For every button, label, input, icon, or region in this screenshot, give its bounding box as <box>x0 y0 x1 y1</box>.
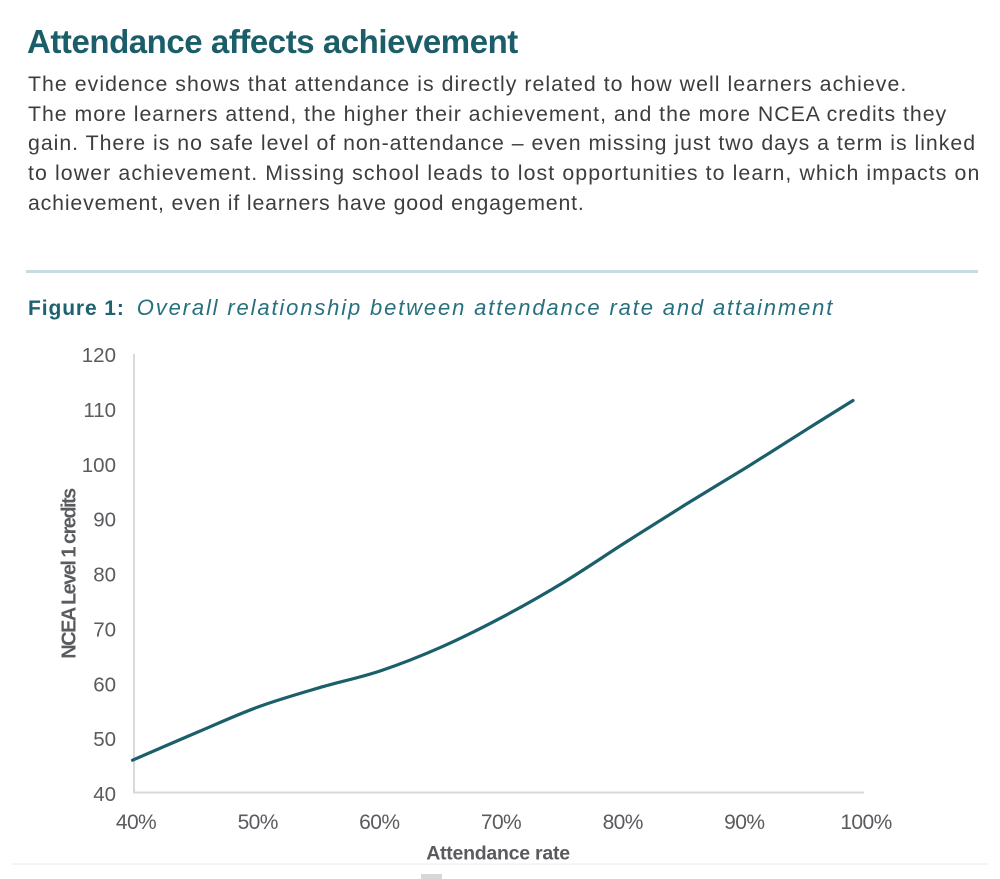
svg-text:NCEA Level 1 credits: NCEA Level 1 credits <box>59 488 81 659</box>
svg-text:90%: 90% <box>724 811 764 834</box>
svg-text:Attendance rate: Attendance rate <box>426 843 570 865</box>
svg-text:100: 100 <box>82 454 116 477</box>
svg-text:40%: 40% <box>116 811 156 834</box>
svg-text:80: 80 <box>93 564 116 587</box>
svg-text:70: 70 <box>93 618 116 641</box>
svg-text:40: 40 <box>93 783 116 806</box>
svg-text:60%: 60% <box>359 811 399 834</box>
svg-text:50: 50 <box>93 728 116 751</box>
svg-text:100%: 100% <box>840 811 891 834</box>
svg-text:60: 60 <box>93 673 116 696</box>
svg-text:90: 90 <box>93 509 116 532</box>
svg-text:70%: 70% <box>481 811 521 834</box>
svg-text:120: 120 <box>82 344 116 367</box>
svg-text:50%: 50% <box>238 811 278 834</box>
svg-text:110: 110 <box>83 399 116 422</box>
svg-text:80%: 80% <box>603 811 643 834</box>
